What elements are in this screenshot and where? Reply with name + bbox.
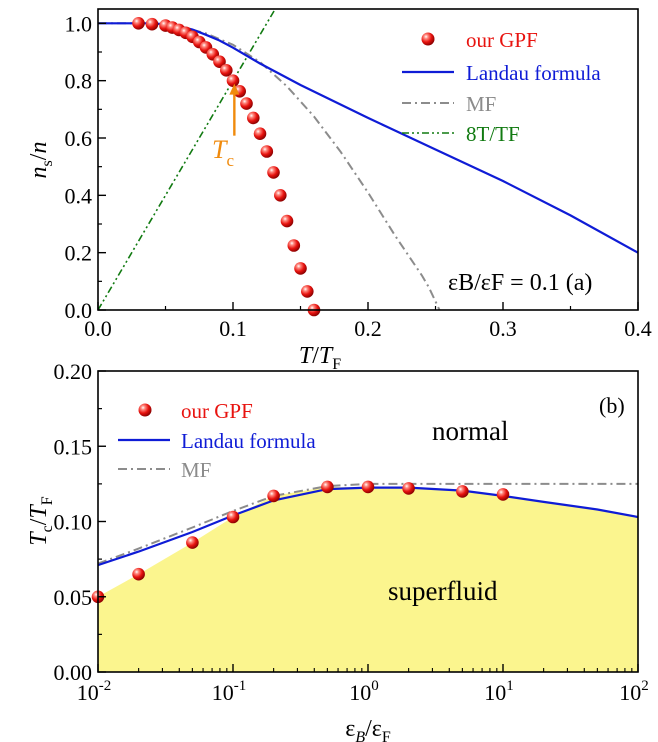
- x-tick-label-a: 0.4: [624, 316, 652, 341]
- data-point-b: [226, 510, 240, 524]
- data-point-b: [361, 480, 375, 494]
- data-point-a: [294, 262, 307, 275]
- data-point-a: [253, 127, 267, 140]
- series-a-landau-formula: [98, 22, 638, 254]
- data-point-a: [240, 97, 253, 110]
- data-point-b: [267, 489, 280, 503]
- panel-a-ylabel: ns/n: [26, 142, 56, 179]
- data-point-b: [321, 480, 334, 494]
- y-tick-label-b: 0.15: [54, 434, 93, 459]
- data-point-a: [267, 166, 280, 179]
- data-point-a: [226, 74, 240, 87]
- tc-label: Tc: [212, 135, 234, 170]
- data-point-b: [402, 482, 415, 495]
- panel-b-ylabel: Tc/TF: [26, 496, 56, 546]
- panel-a-ticks: 0.0 0.1 0.2 0.3 0.4 0.0 0.2 0.4 0.6 0.8 1.0: [65, 11, 652, 341]
- data-point-a: [132, 17, 145, 30]
- data-point-a: [274, 189, 287, 202]
- panel-b-annotation: (b): [599, 393, 625, 418]
- panel-a-points: [132, 17, 321, 317]
- data-point-b: [132, 567, 145, 581]
- legend-b: our GPF Landau formula MF: [118, 399, 316, 482]
- data-point-a: [247, 111, 260, 125]
- data-point-b: [496, 488, 510, 501]
- legend-b-label-landau: Landau formula: [181, 429, 316, 453]
- data-point-a: [220, 64, 233, 77]
- normal-region-label: normal: [432, 416, 508, 446]
- data-point-b: [186, 536, 199, 549]
- y-tick-label-a: 0.4: [65, 183, 93, 208]
- x-tick-label-a: 0.2: [354, 316, 382, 341]
- series-a-mf: [98, 22, 441, 310]
- data-point-a: [280, 214, 294, 228]
- legend-a-label-mf: MF: [466, 92, 496, 116]
- series-a-8t-tf: [98, 9, 276, 310]
- y-tick-label-a: 0.2: [65, 241, 93, 266]
- panel-b-xlabel: εB/εF: [345, 716, 391, 742]
- data-point-a: [287, 239, 301, 252]
- data-point-a: [260, 145, 274, 158]
- y-tick-label-a: 0.0: [65, 298, 93, 323]
- superfluid-region: [98, 486, 638, 672]
- data-point-a: [213, 55, 226, 68]
- data-point-a: [145, 17, 159, 31]
- legend-b-marker-gpf: [138, 403, 152, 417]
- legend-a-label-landau: Landau formula: [466, 61, 601, 85]
- y-tick-label-b: 0.05: [54, 585, 93, 610]
- y-tick-label-b: 0.00: [54, 660, 93, 685]
- data-point-a: [301, 285, 314, 298]
- y-tick-label-a: 0.6: [65, 126, 93, 151]
- panel-a-lines: [98, 9, 638, 310]
- legend-a-label-8t: 8T/TF: [466, 122, 520, 146]
- x-tick-label-a: 0.0: [84, 316, 112, 341]
- y-tick-label-b: 0.10: [54, 510, 93, 535]
- legend-b-label-mf: MF: [181, 458, 211, 482]
- x-tick-label-b: 10-2: [77, 678, 112, 705]
- y-tick-label-a: 1.0: [65, 11, 93, 36]
- x-tick-label-b: 101: [484, 678, 514, 705]
- legend-a-marker-gpf: [421, 32, 435, 46]
- data-point-b: [456, 485, 469, 498]
- legend-a-label-gpf: our GPF: [466, 28, 538, 52]
- x-tick-label-b: 102: [619, 678, 649, 705]
- x-tick-label-b: 100: [349, 678, 379, 705]
- y-tick-label-a: 0.8: [65, 69, 93, 94]
- series-b-mf: [98, 482, 638, 565]
- tc-annotation: Tc: [212, 83, 240, 170]
- panel-b-points: [91, 480, 510, 604]
- x-tick-label-a: 0.3: [489, 316, 517, 341]
- panel-a-frame: [97, 8, 639, 311]
- superfluid-fill: [98, 486, 638, 672]
- y-tick-label-b: 0.20: [54, 359, 93, 384]
- panel-a-xlabel: T/TF: [299, 343, 341, 373]
- legend-b-label-gpf: our GPF: [181, 399, 253, 423]
- x-tick-label-a: 0.1: [219, 316, 247, 341]
- x-tick-label-b: 10-1: [212, 678, 247, 705]
- tc-arrow-head: [229, 83, 240, 95]
- superfluid-region-label: superfluid: [388, 576, 498, 606]
- panel-a-annotation: εB/εF = 0.1 (a): [448, 270, 592, 296]
- legend-a: our GPF Landau formula MF 8T/TF: [402, 28, 601, 146]
- panel-b-ticks: 10-2 10-1 100 101 102 0.00 0.05 0.10 0.15 0.20: [54, 359, 649, 705]
